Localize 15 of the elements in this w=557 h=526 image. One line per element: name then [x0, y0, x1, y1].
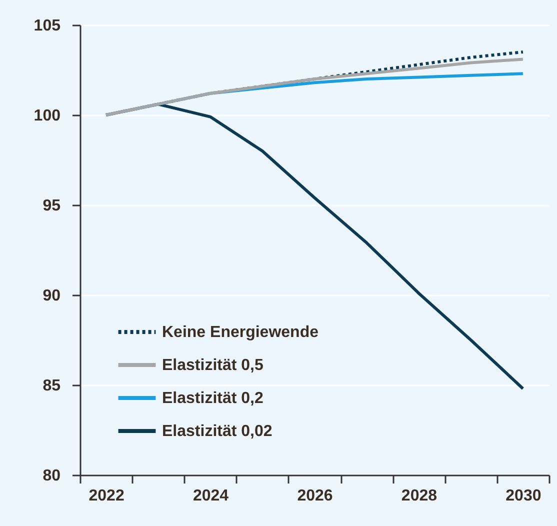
y-tick-label: 105 [34, 18, 61, 34]
legend-label: Elastizität 0,02 [162, 423, 272, 440]
x-tick-label: 2028 [401, 488, 438, 504]
legend-label: Keine Energiewende [162, 324, 319, 341]
y-tick-label: 90 [42, 288, 61, 304]
y-tick-label: 95 [42, 198, 61, 214]
x-tick-label: 2030 [506, 488, 542, 504]
legend-label: Elastizität 0,5 [162, 357, 264, 374]
y-tick-label: 80 [42, 468, 61, 484]
x-tick-label: 2026 [297, 488, 333, 504]
y-tick-label: 85 [42, 378, 61, 394]
x-tick-label: 2024 [192, 488, 229, 504]
y-tick-label: 100 [34, 108, 61, 124]
x-tick-label: 2022 [88, 488, 124, 504]
legend-label: Elastizität 0,2 [162, 390, 264, 407]
